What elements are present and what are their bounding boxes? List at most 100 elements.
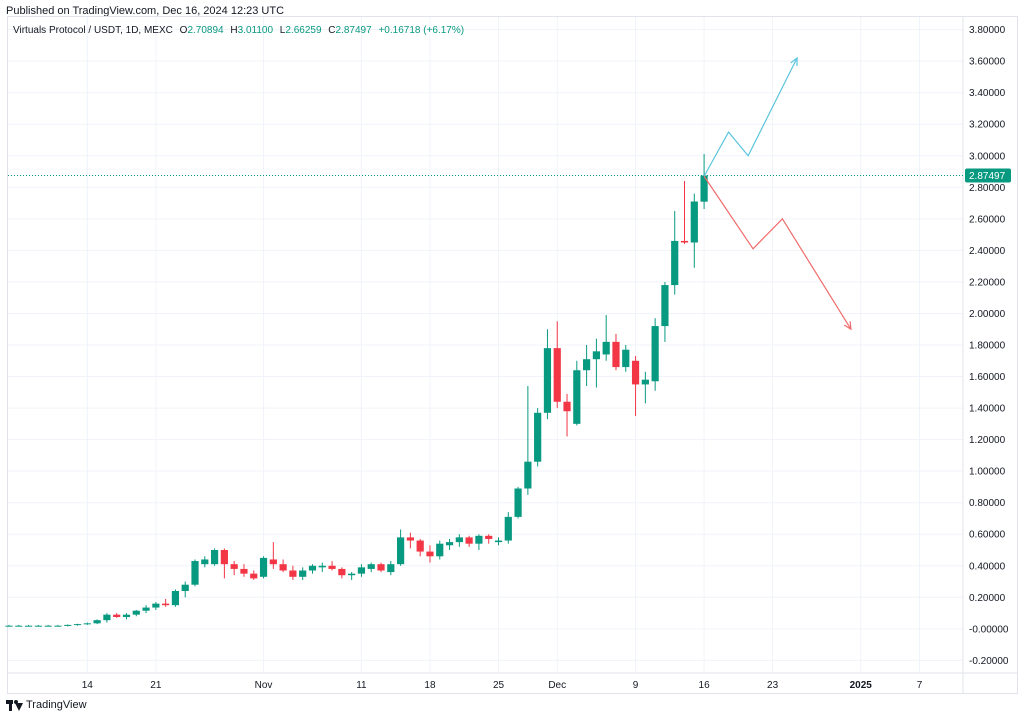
candle-body: [602, 341, 610, 355]
candle-body: [416, 540, 424, 552]
candle-body: [514, 488, 522, 517]
chart-frame: [7, 16, 1018, 694]
projection-arrowhead: [790, 56, 798, 67]
y-tick-label: 1.60000: [969, 372, 1006, 383]
y-tick-label: 0.60000: [969, 530, 1006, 541]
candle-body: [308, 565, 317, 571]
candle-body: [210, 550, 219, 565]
candle-body: [387, 564, 395, 573]
y-tick-label: 1.40000: [969, 404, 1006, 415]
candle-body: [289, 570, 297, 577]
candle-body: [504, 516, 512, 541]
published-caption: Published on TradingView.com, Dec 16, 20…: [6, 5, 285, 17]
y-tick-label: 3.20000: [969, 120, 1006, 131]
candle-body: [455, 537, 463, 543]
legend-low-value: 2.66259: [285, 25, 322, 36]
candle-body: [103, 614, 111, 621]
candle-body: [54, 625, 62, 627]
candle-body: [661, 285, 669, 327]
x-tick-label: 11: [356, 680, 367, 691]
candle-body: [318, 565, 326, 568]
projection-down-path: [703, 175, 852, 330]
candle-body: [436, 543, 444, 557]
legend-close-label: C: [328, 25, 336, 36]
candle-body: [485, 535, 493, 539]
y-tick-label: 2.80000: [969, 183, 1006, 194]
tradingview-logo-icon: [6, 699, 23, 711]
projection-up-path: [703, 57, 798, 177]
candle-body: [377, 564, 385, 571]
candle-body: [64, 624, 72, 626]
candle-body: [240, 568, 248, 574]
legend-high-label: H: [230, 25, 238, 36]
candle-body: [671, 240, 679, 286]
candle-body: [15, 625, 23, 627]
candle-body: [230, 564, 238, 569]
y-tick-label: 1.20000: [969, 435, 1006, 446]
legend-low-label: L: [279, 25, 286, 36]
footer-brand-label: TradingView: [26, 699, 87, 711]
candle-body: [269, 559, 277, 565]
x-tick-label: Nov: [255, 680, 273, 691]
x-tick-label: 2025: [850, 680, 873, 691]
candle-body: [406, 537, 414, 541]
projection-arrowhead: [843, 321, 852, 331]
x-tick-label: 14: [82, 680, 94, 691]
x-tick-label: Dec: [548, 680, 566, 691]
legend-change: +0.16718 (+6.17%): [378, 25, 465, 36]
candle-body: [475, 535, 483, 544]
y-tick-label: 0.20000: [969, 593, 1006, 604]
last-price-tag: [965, 168, 1011, 183]
candle-body: [622, 349, 630, 368]
candle-body: [162, 603, 170, 606]
candle-body: [259, 557, 268, 577]
y-tick-label: 0.40000: [969, 561, 1006, 572]
candle-body: [397, 537, 405, 565]
candle-body: [465, 537, 473, 544]
candle-body: [220, 550, 228, 565]
symbol-legend: Virtuals Protocol / USDT, 1D, MEXC O2.70…: [13, 25, 464, 36]
x-tick-label: 9: [633, 680, 639, 691]
y-tick-label: 0.80000: [969, 498, 1006, 509]
footer-brand[interactable]: TradingView: [6, 699, 87, 711]
candle-body: [44, 625, 52, 627]
y-tick-label: 2.40000: [969, 246, 1006, 257]
y-tick-label: 2.20000: [969, 277, 1006, 288]
candle-body: [367, 564, 375, 569]
candle-body: [142, 607, 150, 611]
x-tick-label: 21: [150, 680, 162, 691]
candle-body: [583, 359, 591, 371]
candle-body: [171, 591, 180, 606]
candle-body: [573, 370, 581, 424]
candle-body: [299, 570, 307, 577]
candle-body: [93, 620, 101, 624]
y-tick-label: -0.00000: [969, 624, 1009, 635]
candle-body: [338, 568, 346, 576]
candle-body: [543, 348, 552, 413]
y-tick-label: 1.80000: [969, 341, 1006, 352]
candle-body: [5, 625, 13, 627]
legend-high-value: 3.01100: [237, 25, 274, 36]
candle-body: [348, 573, 356, 576]
candle-body: [73, 624, 82, 626]
x-tick-label: 16: [699, 680, 711, 691]
y-tick-label: 3.80000: [969, 25, 1006, 36]
candle-body: [631, 360, 640, 385]
candle-body: [328, 565, 336, 569]
x-tick-label: 18: [424, 680, 436, 691]
y-tick-label: 2.00000: [969, 309, 1006, 320]
y-tick-label: -0.20000: [969, 656, 1009, 667]
candle-body: [201, 559, 209, 565]
candle-body: [113, 614, 121, 618]
candle-body: [651, 326, 659, 382]
candle-body: [534, 412, 542, 462]
candle-body: [181, 584, 189, 591]
x-tick-label: 25: [493, 680, 505, 691]
candle-body: [612, 341, 620, 368]
legend-close-value: 2.87497: [335, 25, 372, 36]
candle-body: [680, 240, 689, 243]
legend-open-value: 2.70894: [187, 25, 224, 36]
x-tick-label: 7: [917, 680, 923, 691]
candle-body: [563, 401, 571, 412]
